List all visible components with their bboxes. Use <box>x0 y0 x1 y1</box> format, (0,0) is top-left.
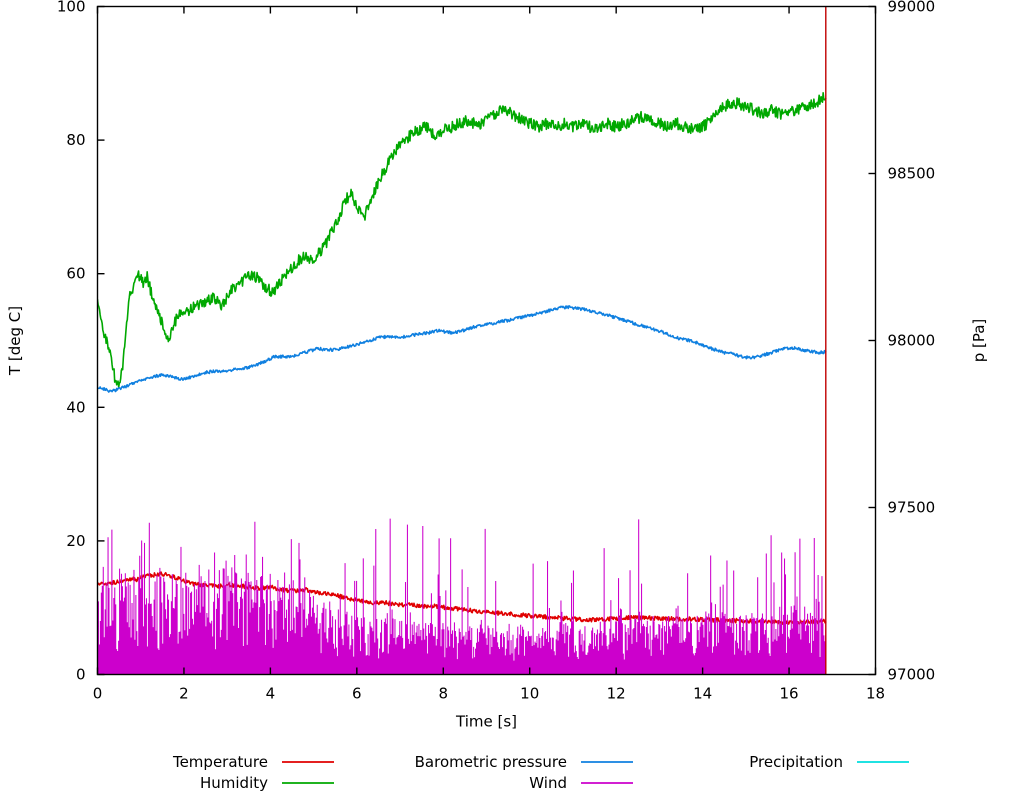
y-tick-label: 20 <box>66 532 85 550</box>
plot-series-layer <box>97 6 827 675</box>
legend-item-temperature[interactable]: Temperature <box>172 753 334 771</box>
legend-label: Humidity <box>200 774 268 792</box>
x-tick-label: 14 <box>693 685 712 703</box>
line-barometric-pressure <box>97 305 827 393</box>
y-tick-label: 0 <box>76 666 86 684</box>
x-tick-label: 0 <box>93 685 103 703</box>
legend-item-wind[interactable]: Wind <box>529 774 633 792</box>
y-tick-label: 60 <box>66 265 85 283</box>
x-axis-title: Time [s] <box>455 713 517 731</box>
legend-label: Precipitation <box>749 753 843 771</box>
x-tick-label: 4 <box>266 685 276 703</box>
plot-frame-layer <box>96 5 877 676</box>
legend-label: Wind <box>529 774 567 792</box>
series-humidity <box>97 92 827 389</box>
line-humidity <box>97 92 827 389</box>
legend-item-humidity[interactable]: Humidity <box>200 774 334 792</box>
y2-tick-label: 98500 <box>888 165 936 183</box>
legend-item-barometric-pressure[interactable]: Barometric pressure <box>415 753 633 771</box>
x-tick-label: 6 <box>352 685 362 703</box>
y2-tick-label: 97500 <box>888 499 936 517</box>
axis-labels-layer: 0 2 4 6 8 10 12 14 16 18 0 20 40 60 80 100 97000 97500 980… <box>6 0 988 731</box>
y2-axis-title: p [Pa] <box>970 319 988 363</box>
y-tick-label: 80 <box>66 131 85 149</box>
legend-layer: Temperature Humidity Barometric pressure Wi… <box>172 753 909 792</box>
x-tick-label: 18 <box>866 685 885 703</box>
legend-label: Barometric pressure <box>415 753 567 771</box>
x-tick-label: 10 <box>520 685 539 703</box>
legend-item-precipitation[interactable]: Precipitation <box>749 753 909 771</box>
x-tick-label: 2 <box>179 685 189 703</box>
x-tick-label: 8 <box>439 685 449 703</box>
wind-impulses <box>97 518 827 675</box>
y-tick-label: 100 <box>57 0 86 16</box>
y-axis-title: T [deg C] <box>6 306 24 376</box>
y2-tick-label: 98000 <box>888 332 936 350</box>
y-tick-label: 40 <box>66 398 85 416</box>
x-tick-label: 12 <box>607 685 626 703</box>
series-wind <box>97 518 827 675</box>
series-barometric-pressure <box>97 305 827 393</box>
y2-tick-label: 97000 <box>888 666 936 684</box>
legend-label: Temperature <box>172 753 268 771</box>
y2-tick-label: 99000 <box>888 0 936 16</box>
x-tick-label: 16 <box>780 685 799 703</box>
